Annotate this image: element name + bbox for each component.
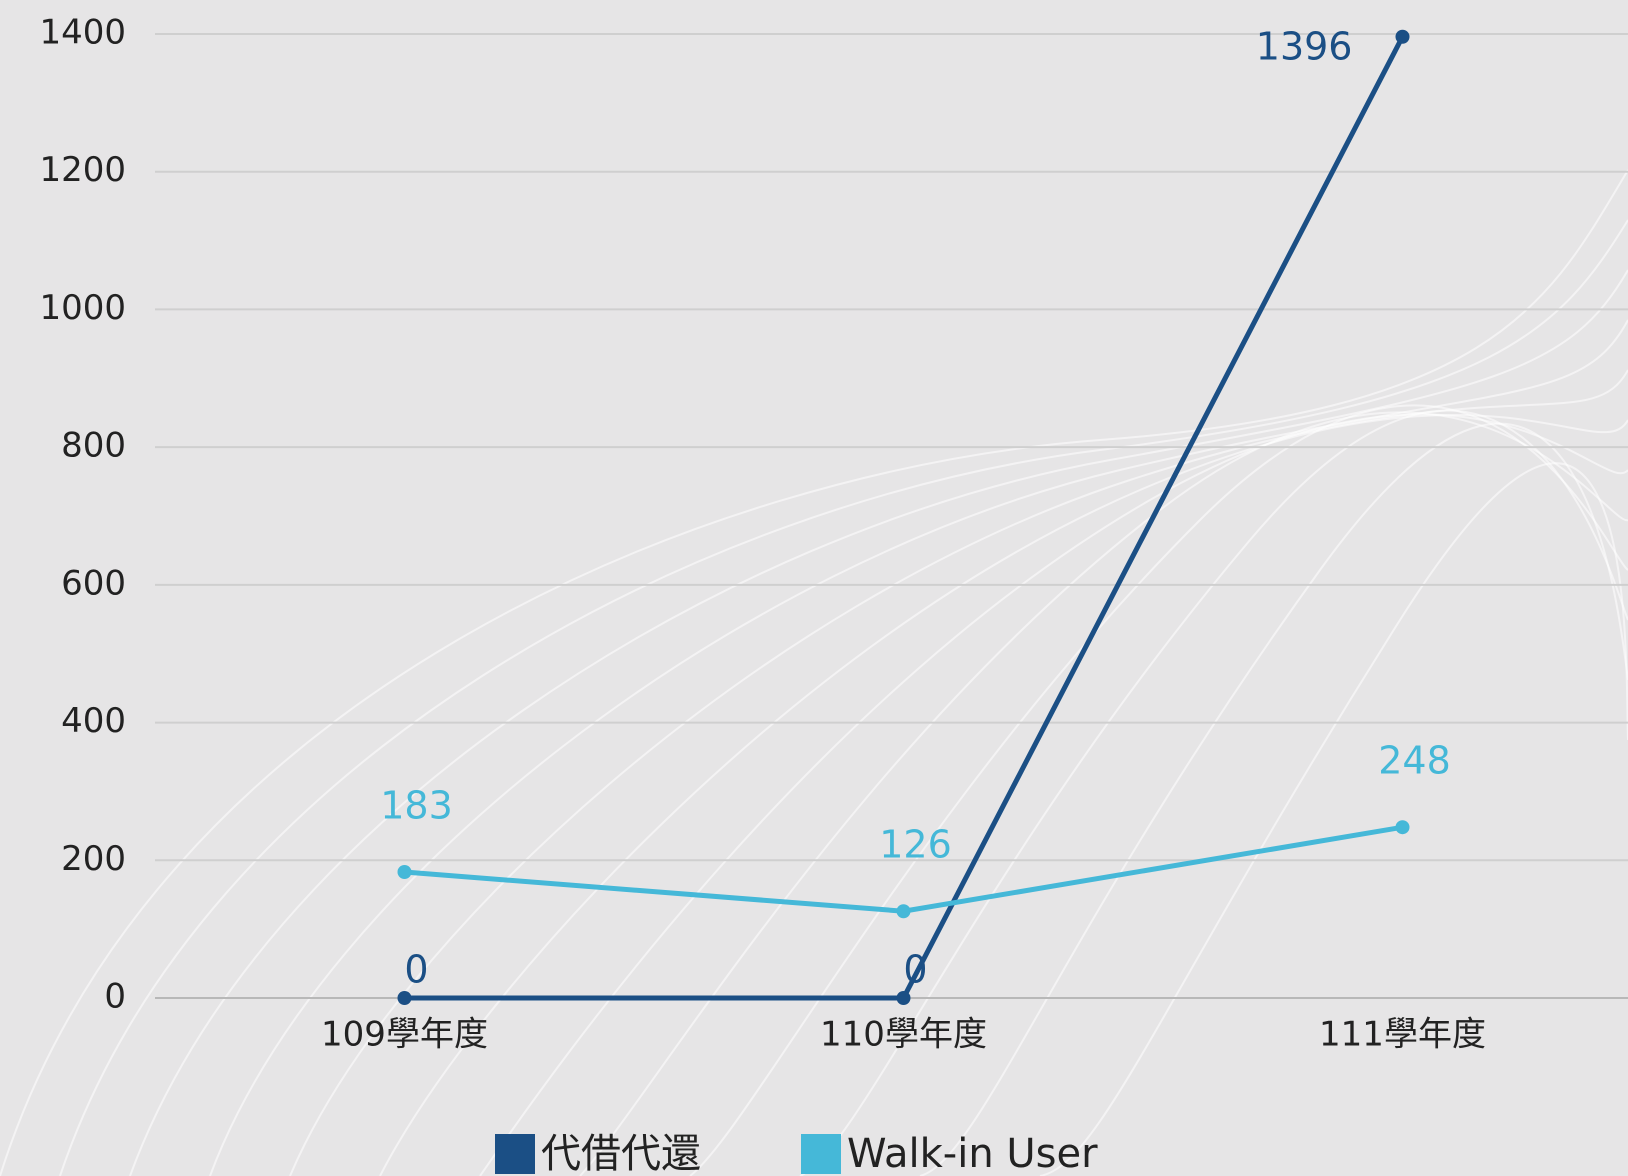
y-tick-label: 1000 [39,288,126,328]
x-tick-label: 110學年度 [820,1015,987,1055]
data-point [897,991,911,1005]
data-label: 248 [1378,739,1451,783]
page: {"chart_data": {"type": "line", "categor… [0,0,1628,1176]
data-label: 126 [879,823,952,867]
legend-label: Walk-in User [847,1131,1098,1176]
plot-area: 0 200 400 600 800 1000 1200 1400 109學年度 110學年度 111… [39,13,1628,1055]
y-tick-label: 800 [61,426,126,466]
data-label: 1396 [1256,24,1353,68]
data-point [398,865,412,879]
data-point [1396,30,1410,44]
legend-swatch [495,1134,535,1174]
data-point [1396,820,1410,834]
data-point [897,904,911,918]
data-point [398,991,412,1005]
x-tick-label: 109學年度 [321,1015,488,1055]
legend-label: 代借代還 [541,1131,701,1176]
legend: 代借代還 Walk-in User [495,1131,1098,1176]
y-tick-label: 1400 [39,13,126,53]
y-tick-label: 400 [61,701,126,741]
y-tick-label: 200 [61,839,126,879]
y-tick-label: 0 [104,977,126,1017]
data-label: 0 [903,948,927,992]
y-tick-label: 1200 [39,150,126,190]
data-label: 183 [380,783,453,827]
data-label: 0 [404,948,428,992]
y-tick-label: 600 [61,563,126,603]
legend-swatch [801,1134,841,1174]
x-tick-label: 111學年度 [1319,1015,1486,1055]
chart: 0 200 400 600 800 1000 1200 1400 109學年度 110學年度 111… [0,0,1628,1176]
